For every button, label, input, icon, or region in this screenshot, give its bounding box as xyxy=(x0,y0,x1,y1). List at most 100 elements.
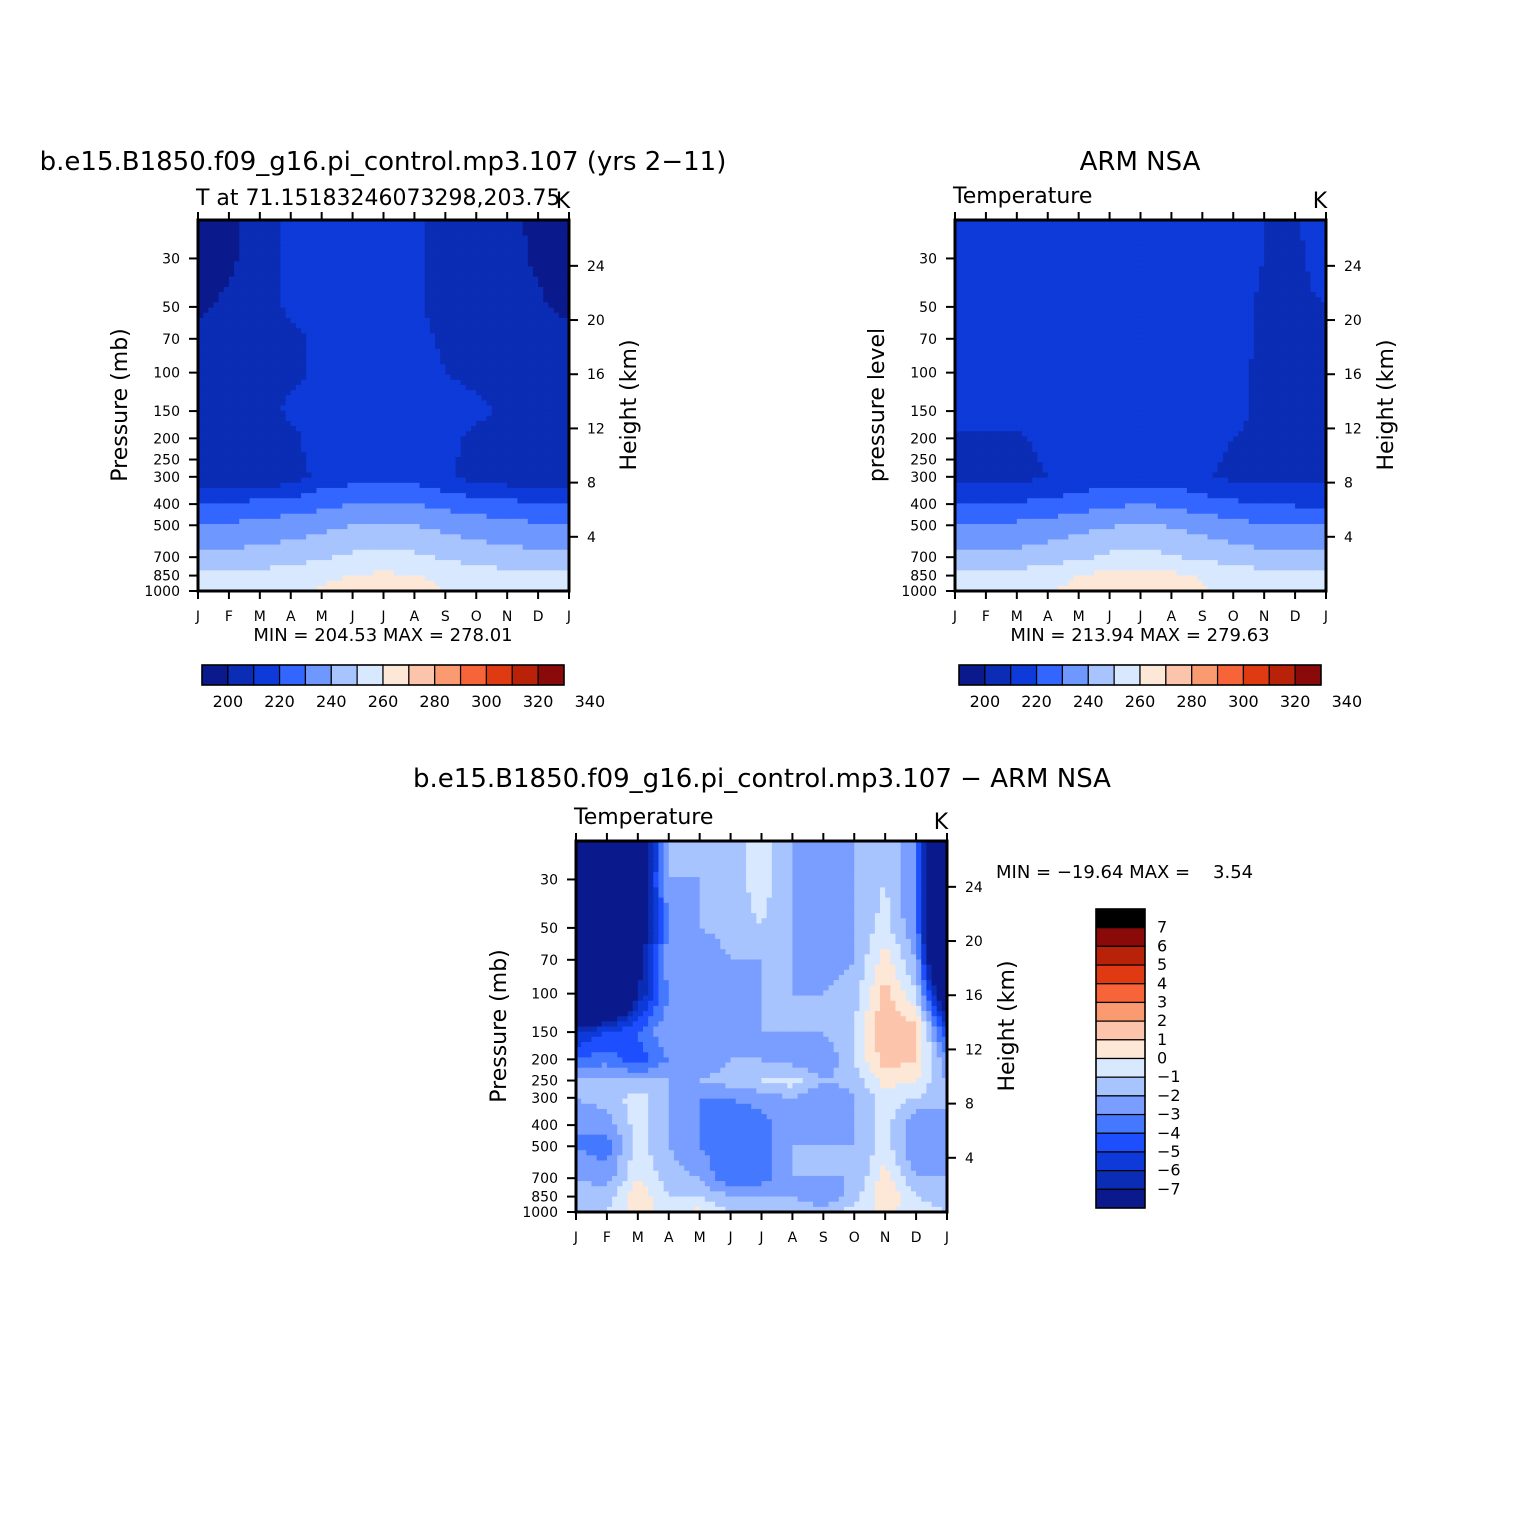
field-cell xyxy=(218,292,225,298)
field-cell xyxy=(347,420,354,427)
field-cell xyxy=(228,565,235,571)
field-cell xyxy=(218,405,225,412)
field-cell xyxy=(203,472,209,479)
field-cell xyxy=(311,539,318,546)
field-cell xyxy=(208,467,215,474)
field-cell xyxy=(342,220,349,226)
field-cell xyxy=(527,554,534,561)
field-cell xyxy=(414,565,421,571)
field-cell xyxy=(264,426,271,432)
field-cell xyxy=(244,333,251,340)
field-cell xyxy=(558,441,565,448)
field-cell xyxy=(239,518,245,525)
field-cell xyxy=(414,400,421,407)
field-cell xyxy=(558,410,565,417)
field-cell xyxy=(270,508,276,515)
field-cell xyxy=(450,328,457,334)
field-cell xyxy=(460,297,467,304)
field-cell xyxy=(481,400,488,407)
field-cell xyxy=(203,420,209,427)
field-cell xyxy=(295,338,302,345)
field-cell xyxy=(270,431,276,438)
field-cell xyxy=(301,457,307,463)
field-cell xyxy=(476,441,482,448)
field-cell xyxy=(512,498,519,504)
field-cell xyxy=(409,292,416,298)
field-cell xyxy=(198,549,204,556)
field-cell xyxy=(465,230,472,237)
field-cell xyxy=(208,307,215,314)
field-cell xyxy=(491,524,498,530)
field-cell xyxy=(321,410,328,417)
field-cell xyxy=(553,281,560,288)
field-cell xyxy=(538,457,544,463)
field-cell xyxy=(553,374,560,381)
field-cell xyxy=(424,436,431,443)
field-cell xyxy=(460,457,467,463)
field-cell xyxy=(404,529,410,535)
field-cell xyxy=(414,518,421,525)
field-cell xyxy=(429,467,436,474)
field-cell xyxy=(357,250,364,257)
field-cell xyxy=(553,317,560,324)
field-cell xyxy=(527,446,534,453)
field-cell xyxy=(445,570,452,577)
field-cell xyxy=(368,240,374,247)
field-cell xyxy=(507,286,513,293)
field-cell xyxy=(285,369,292,376)
field-cell xyxy=(368,462,374,468)
field-cell xyxy=(223,312,230,319)
field-cell xyxy=(198,276,204,283)
field-cell xyxy=(558,436,565,443)
field-cell xyxy=(388,415,395,422)
field-cell xyxy=(234,390,240,396)
field-cell xyxy=(290,513,297,520)
field-cell xyxy=(532,333,539,340)
field-cell xyxy=(532,431,539,438)
field-cell xyxy=(368,446,374,453)
field-cell xyxy=(347,374,354,381)
field-cell xyxy=(275,482,282,489)
field-cell xyxy=(522,312,529,319)
field-cell xyxy=(208,477,215,484)
field-cell xyxy=(393,565,400,571)
field-cell xyxy=(239,441,245,448)
field-cell xyxy=(532,518,539,525)
field-cell xyxy=(404,477,410,484)
field-cell xyxy=(481,498,488,504)
field-cell xyxy=(223,225,230,231)
field-cell xyxy=(249,338,256,345)
field-cell xyxy=(440,426,446,432)
field-cell xyxy=(450,524,457,530)
field-cell xyxy=(481,384,488,391)
field-cell xyxy=(270,230,276,237)
field-cell xyxy=(254,420,261,427)
field-cell xyxy=(218,472,225,479)
field-cell xyxy=(445,524,452,530)
field-cell xyxy=(244,271,251,278)
field-cell xyxy=(337,524,343,530)
field-cell xyxy=(455,390,462,396)
field-cell xyxy=(321,441,328,448)
field-cell xyxy=(383,338,390,345)
field-cell xyxy=(393,225,400,231)
field-cell xyxy=(563,271,570,278)
field-cell xyxy=(409,554,416,561)
field-cell xyxy=(563,493,570,499)
field-cell xyxy=(275,477,282,484)
field-cell xyxy=(234,230,240,237)
field-cell xyxy=(228,467,235,474)
field-cell xyxy=(455,415,462,422)
field-cell xyxy=(502,328,508,334)
field-cell xyxy=(249,575,256,582)
field-cell xyxy=(321,451,328,458)
field-cell xyxy=(244,225,251,231)
field-cell xyxy=(440,524,446,530)
field-cell xyxy=(476,271,482,278)
field-cell xyxy=(228,544,235,551)
field-cell xyxy=(440,348,446,355)
field-cell xyxy=(471,400,477,407)
field-cell xyxy=(512,436,519,443)
field-cell xyxy=(538,245,544,252)
field-cell xyxy=(311,400,318,407)
